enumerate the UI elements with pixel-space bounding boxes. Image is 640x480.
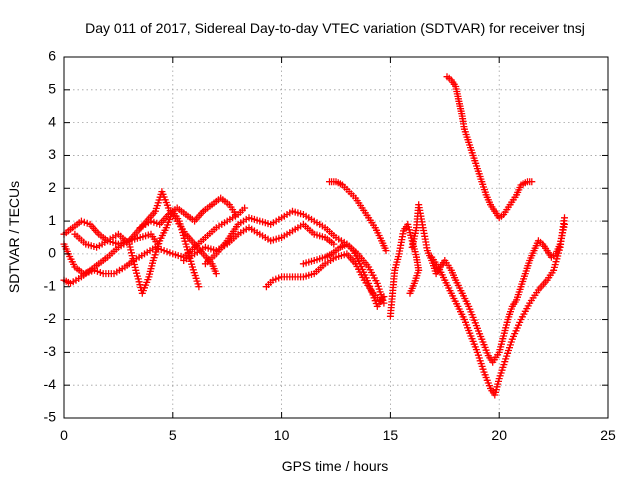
y-tick-label: 5 (48, 81, 56, 97)
plus-markers-arc-10 (326, 178, 390, 255)
chart-title: Day 011 of 2017, Sidereal Day-to-day VTE… (85, 20, 585, 36)
plot-frame (63, 56, 609, 419)
y-tick-label: -4 (44, 376, 57, 392)
y-tick-label: -5 (44, 409, 57, 425)
x-tick-label: 10 (274, 427, 290, 443)
data-marks (60, 73, 568, 399)
x-axis-label: GPS time / hours (282, 458, 389, 474)
y-tick-label: 1 (48, 212, 56, 228)
y-tick-label: -1 (44, 277, 57, 293)
series-arc-14 (443, 73, 536, 222)
series-arc-05 (136, 194, 240, 232)
y-tick-label: 2 (48, 179, 56, 195)
plus-markers-arc-07 (201, 207, 388, 307)
plus-markers-arc-13 (428, 214, 568, 399)
axis-ticks: -5 -4 -3 -2 -1 0 1 2 3 4 5 6 0 5 10 15 20 25 (44, 48, 616, 443)
x-tick-label: 0 (60, 427, 68, 443)
plus-markers-arc-14 (443, 73, 536, 222)
plus-markers-arc-09 (299, 240, 388, 310)
plus-markers-arc-12 (408, 201, 568, 366)
grid-layer (64, 57, 608, 418)
series-arc-09 (299, 240, 388, 310)
y-tick-label: 0 (48, 245, 56, 261)
x-tick-label: 15 (383, 427, 399, 443)
x-tick-label: 20 (491, 427, 507, 443)
series-arc-12 (408, 201, 568, 366)
y-tick-label: -2 (44, 310, 57, 326)
y-tick-label: -3 (44, 343, 57, 359)
y-tick-label: 4 (48, 113, 56, 129)
x-tick-label: 5 (169, 427, 177, 443)
series-arc-10 (326, 178, 390, 255)
x-tick-label: 25 (600, 427, 616, 443)
series-arc-07 (201, 207, 388, 307)
y-tick-label: 3 (48, 146, 56, 162)
y-axis-label: SDTVAR / TECUs (6, 181, 22, 293)
plus-markers-arc-05 (136, 194, 240, 232)
series-arc-13 (428, 214, 568, 399)
y-tick-label: 6 (48, 48, 56, 64)
